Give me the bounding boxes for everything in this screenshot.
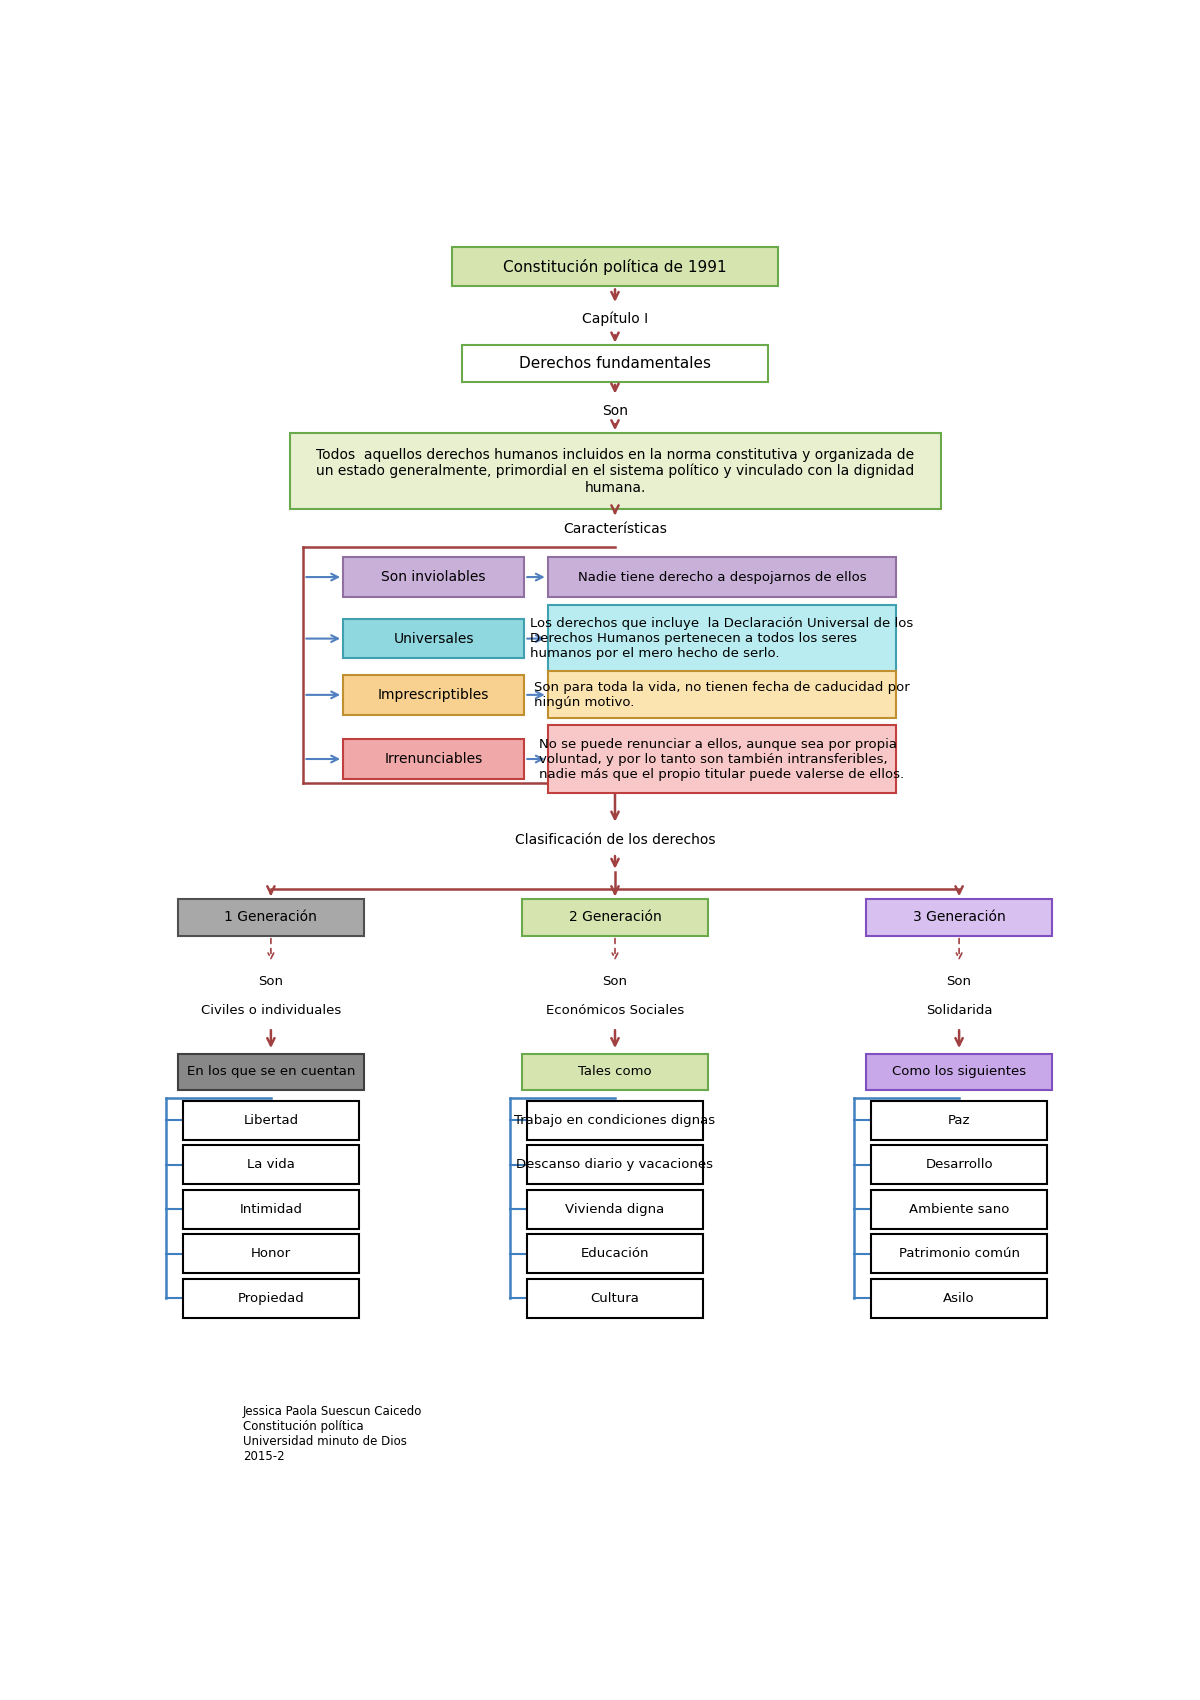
- Text: Libertad: Libertad: [244, 1114, 299, 1127]
- Text: Ambiente sano: Ambiente sano: [908, 1204, 1009, 1216]
- Text: En los que se en cuentan: En los que se en cuentan: [187, 1066, 355, 1078]
- Text: Asilo: Asilo: [943, 1292, 974, 1306]
- FancyBboxPatch shape: [182, 1100, 359, 1141]
- Text: Económicos Sociales: Económicos Sociales: [546, 1003, 684, 1017]
- FancyBboxPatch shape: [343, 619, 524, 658]
- Text: Como los siguientes: Como los siguientes: [892, 1066, 1026, 1078]
- Text: Descanso diario y vacaciones: Descanso diario y vacaciones: [516, 1158, 714, 1171]
- Text: Son: Son: [258, 976, 283, 988]
- Text: Honor: Honor: [251, 1248, 290, 1260]
- Text: Los derechos que incluye  la Declaración Universal de los
Derechos Humanos perte: Los derechos que incluye la Declaración …: [530, 617, 913, 660]
- Text: Patrimonio común: Patrimonio común: [899, 1248, 1020, 1260]
- FancyBboxPatch shape: [547, 558, 896, 597]
- Text: La vida: La vida: [247, 1158, 295, 1171]
- FancyBboxPatch shape: [182, 1146, 359, 1185]
- Text: Son inviolables: Son inviolables: [382, 570, 486, 585]
- FancyBboxPatch shape: [343, 558, 524, 597]
- Text: Irrenunciables: Irrenunciables: [384, 751, 482, 767]
- Text: Son: Son: [947, 976, 972, 988]
- Text: 1 Generación: 1 Generación: [224, 911, 317, 925]
- FancyBboxPatch shape: [522, 1054, 708, 1090]
- Text: Constitución política de 1991: Constitución política de 1991: [503, 258, 727, 275]
- FancyBboxPatch shape: [343, 740, 524, 779]
- Text: Clasificación de los derechos: Clasificación de los derechos: [515, 833, 715, 847]
- FancyBboxPatch shape: [547, 605, 896, 673]
- FancyBboxPatch shape: [866, 1054, 1052, 1090]
- FancyBboxPatch shape: [871, 1146, 1048, 1185]
- FancyBboxPatch shape: [527, 1190, 703, 1229]
- Text: Civiles o individuales: Civiles o individuales: [200, 1003, 341, 1017]
- FancyBboxPatch shape: [522, 899, 708, 935]
- Text: Son: Son: [602, 976, 628, 988]
- FancyBboxPatch shape: [182, 1278, 359, 1318]
- Text: Derechos fundamentales: Derechos fundamentales: [520, 357, 710, 371]
- Text: Características: Características: [563, 522, 667, 536]
- FancyBboxPatch shape: [527, 1278, 703, 1318]
- Text: No se puede renunciar a ellos, aunque sea por propia
voluntad, y por lo tanto so: No se puede renunciar a ellos, aunque se…: [539, 738, 905, 780]
- Text: Nadie tiene derecho a despojarnos de ellos: Nadie tiene derecho a despojarnos de ell…: [577, 571, 866, 583]
- FancyBboxPatch shape: [289, 434, 941, 508]
- Text: Intimidad: Intimidad: [239, 1204, 302, 1216]
- Text: Tales como: Tales como: [578, 1066, 652, 1078]
- Text: Paz: Paz: [948, 1114, 971, 1127]
- FancyBboxPatch shape: [871, 1278, 1048, 1318]
- Text: Capítulo I: Capítulo I: [582, 311, 648, 326]
- FancyBboxPatch shape: [178, 1054, 364, 1090]
- FancyBboxPatch shape: [178, 899, 364, 935]
- Text: Universales: Universales: [394, 632, 474, 646]
- FancyBboxPatch shape: [547, 724, 896, 794]
- FancyBboxPatch shape: [182, 1234, 359, 1273]
- Text: Trabajo en condiciones dignas: Trabajo en condiciones dignas: [515, 1114, 715, 1127]
- FancyBboxPatch shape: [527, 1146, 703, 1185]
- Text: 2 Generación: 2 Generación: [569, 911, 661, 925]
- Text: Imprescriptibles: Imprescriptibles: [378, 688, 490, 702]
- Text: 3 Generación: 3 Generación: [913, 911, 1006, 925]
- FancyBboxPatch shape: [343, 675, 524, 714]
- Text: Cultura: Cultura: [590, 1292, 640, 1306]
- FancyBboxPatch shape: [462, 345, 768, 382]
- Text: Educación: Educación: [581, 1248, 649, 1260]
- Text: Propiedad: Propiedad: [238, 1292, 305, 1306]
- FancyBboxPatch shape: [866, 899, 1052, 935]
- FancyBboxPatch shape: [871, 1190, 1048, 1229]
- FancyBboxPatch shape: [871, 1100, 1048, 1141]
- Text: Todos  aquellos derechos humanos incluidos en la norma constitutiva y organizada: Todos aquellos derechos humanos incluido…: [316, 447, 914, 495]
- Text: Jessica Paola Suescun Caicedo
Constitución política
Universidad minuto de Dios
2: Jessica Paola Suescun Caicedo Constituci…: [242, 1406, 422, 1464]
- Text: Vivienda digna: Vivienda digna: [565, 1204, 665, 1216]
- FancyBboxPatch shape: [547, 672, 896, 719]
- FancyBboxPatch shape: [527, 1234, 703, 1273]
- Text: Son para toda la vida, no tienen fecha de caducidad por
ningún motivo.: Son para toda la vida, no tienen fecha d…: [534, 682, 910, 709]
- FancyBboxPatch shape: [871, 1234, 1048, 1273]
- Text: Desarrollo: Desarrollo: [925, 1158, 992, 1171]
- FancyBboxPatch shape: [527, 1100, 703, 1141]
- Text: Son: Son: [602, 405, 628, 418]
- FancyBboxPatch shape: [452, 246, 778, 287]
- FancyBboxPatch shape: [182, 1190, 359, 1229]
- Text: Solidarida: Solidarida: [926, 1003, 992, 1017]
